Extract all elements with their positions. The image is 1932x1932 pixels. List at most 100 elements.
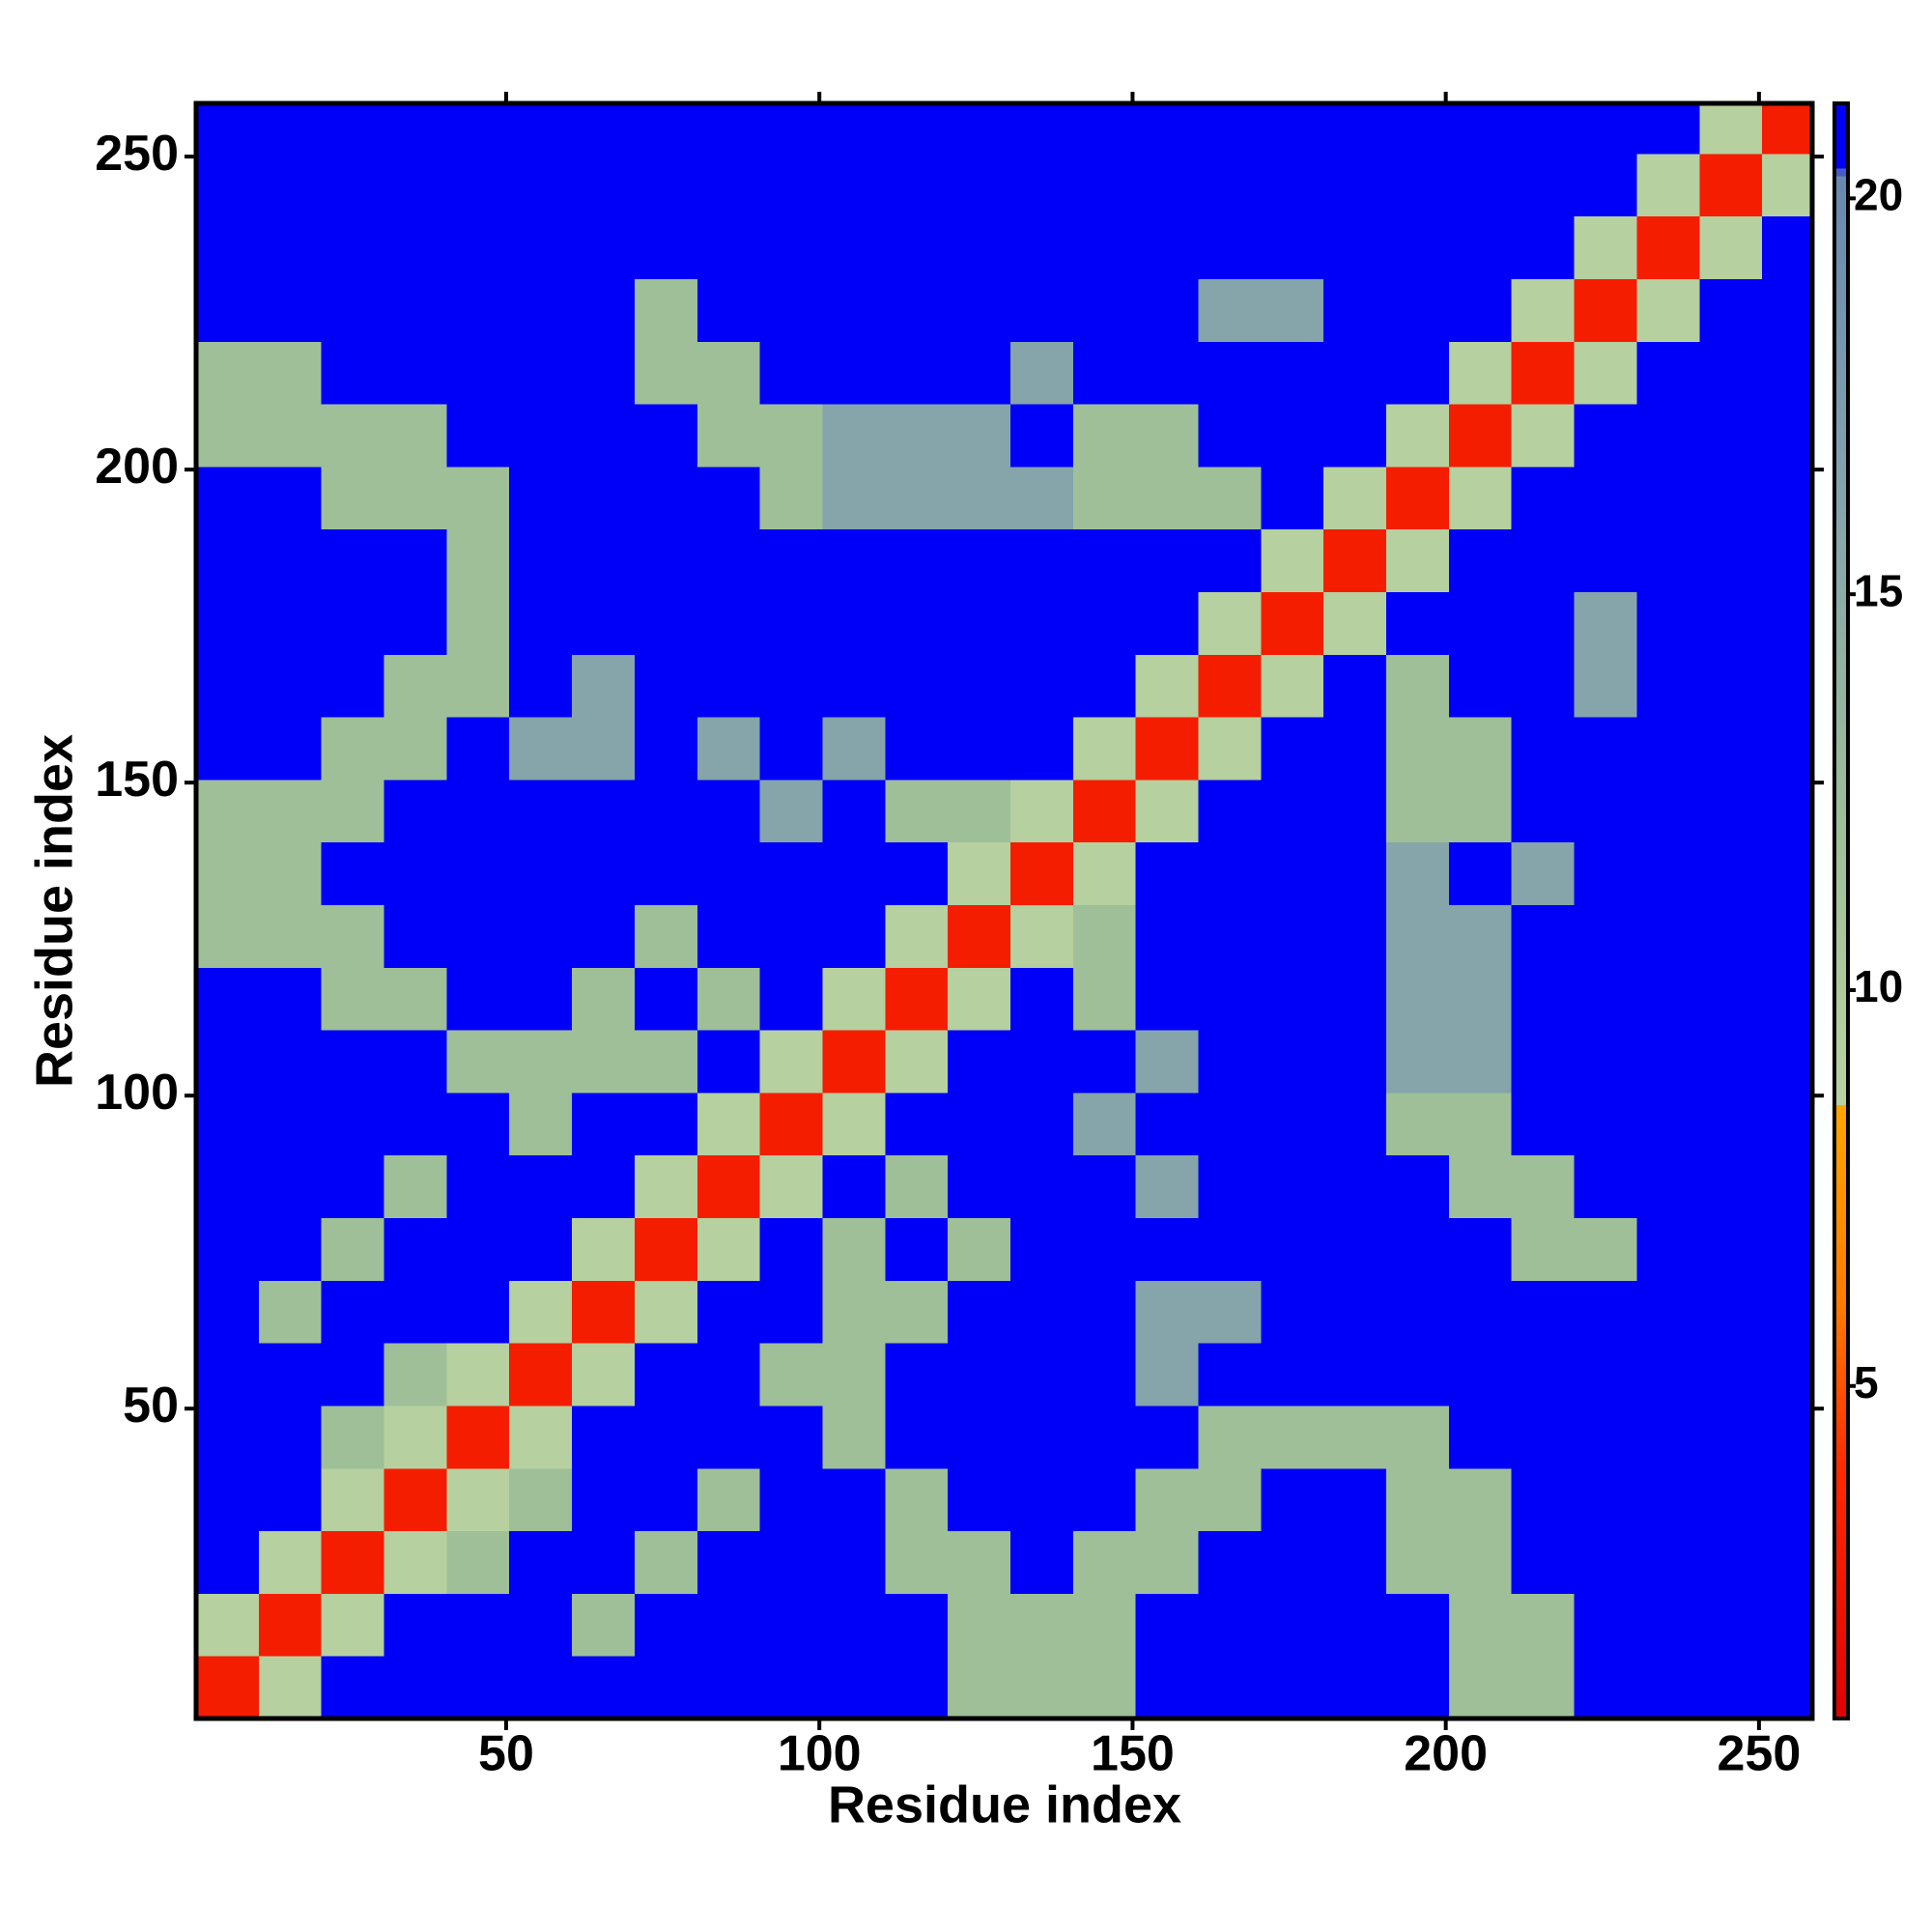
- cell: [1198, 1217, 1262, 1281]
- colorbar-segment: [1834, 1347, 1848, 1356]
- cell: [321, 904, 385, 968]
- cell: [759, 1280, 823, 1344]
- colorbar-segment: [1834, 1428, 1848, 1436]
- colorbar-segment: [1834, 410, 1848, 419]
- cell: [1636, 153, 1700, 217]
- cell: [1386, 528, 1450, 592]
- cell: [885, 591, 949, 655]
- colorbar-segment: [1834, 1452, 1848, 1461]
- cell: [1135, 341, 1200, 405]
- cell: [1009, 528, 1074, 592]
- colorbar-segment: [1834, 1217, 1848, 1227]
- cell: [1511, 841, 1576, 906]
- colorbar-segment: [1834, 1467, 1848, 1477]
- colorbar-segment: [1834, 1113, 1848, 1122]
- cell: [885, 466, 949, 530]
- cell: [1198, 1656, 1262, 1719]
- cell: [696, 779, 761, 843]
- cell: [1323, 591, 1387, 655]
- cell: [1448, 153, 1513, 217]
- cell: [1636, 654, 1700, 718]
- cell: [572, 1593, 636, 1657]
- colorbar-segment: [1834, 369, 1848, 379]
- cell: [1072, 1030, 1137, 1094]
- cell: [759, 717, 823, 781]
- cell: [1198, 841, 1262, 906]
- colorbar-segment: [1834, 1177, 1848, 1186]
- cell: [1009, 1530, 1074, 1594]
- cell: [885, 1530, 949, 1594]
- cell: [1135, 591, 1200, 655]
- cell: [1448, 1217, 1513, 1281]
- colorbar-segment: [1834, 1710, 1848, 1719]
- cell: [1511, 1530, 1576, 1594]
- cell: [1636, 1217, 1700, 1281]
- cell: [446, 103, 510, 155]
- cell: [1511, 1343, 1576, 1406]
- colorbar-segment: [1834, 1209, 1848, 1219]
- colorbar-segment: [1834, 1128, 1848, 1138]
- cell: [1448, 1030, 1513, 1094]
- cell: [1448, 967, 1513, 1031]
- cell: [196, 904, 260, 968]
- cell: [1198, 591, 1262, 655]
- cell: [1323, 841, 1387, 906]
- colorbar-segment: [1834, 241, 1848, 249]
- cell: [1198, 528, 1262, 592]
- cell: [948, 1092, 1011, 1156]
- cell: [634, 153, 698, 217]
- cell: [1636, 591, 1700, 655]
- colorbar-segment: [1834, 611, 1848, 621]
- cell: [196, 1217, 260, 1281]
- colorbar-segment: [1834, 1330, 1848, 1340]
- colorbar-segment: [1834, 152, 1848, 161]
- cell: [759, 466, 823, 530]
- cell: [822, 904, 886, 968]
- cell: [1762, 904, 1813, 968]
- cell: [321, 717, 385, 781]
- colorbar-segment: [1834, 1039, 1848, 1049]
- cell: [885, 528, 949, 592]
- cell: [948, 215, 1011, 279]
- cell: [509, 153, 573, 217]
- colorbar-segment: [1834, 1573, 1848, 1582]
- colorbar-segment: [1834, 1315, 1848, 1323]
- cell: [258, 466, 323, 530]
- cell: [1261, 967, 1324, 1031]
- cell: [1511, 1154, 1576, 1219]
- cell: [948, 1656, 1011, 1719]
- cell: [1072, 341, 1137, 405]
- cell: [572, 1656, 636, 1719]
- cell: [948, 1280, 1011, 1344]
- cell: [1323, 779, 1387, 843]
- cell: [696, 1656, 761, 1719]
- colorbar-segment: [1834, 1686, 1848, 1695]
- colorbar-segment: [1834, 1363, 1848, 1373]
- colorbar-segment: [1834, 1234, 1848, 1243]
- cell: [1386, 967, 1450, 1031]
- cell: [948, 341, 1011, 405]
- cell: [885, 1405, 949, 1469]
- cell: [196, 153, 260, 217]
- cell: [696, 1154, 761, 1219]
- cell: [1574, 1217, 1637, 1281]
- cell: [1261, 404, 1324, 468]
- colorbar-segment: [1834, 587, 1848, 597]
- colorbar-segment: [1834, 289, 1848, 298]
- colorbar-segment: [1834, 547, 1848, 556]
- cell: [1198, 1030, 1262, 1094]
- cell: [1636, 1280, 1700, 1344]
- cell: [1636, 717, 1700, 781]
- cell: [321, 528, 385, 592]
- cell: [948, 654, 1011, 718]
- colorbar-segment: [1834, 248, 1848, 258]
- cell: [384, 1405, 447, 1469]
- cell: [948, 717, 1011, 781]
- cell: [384, 1280, 447, 1344]
- cell: [634, 528, 698, 592]
- cell: [1636, 103, 1700, 155]
- cell: [885, 779, 949, 843]
- cell: [384, 591, 447, 655]
- cell: [1511, 103, 1576, 155]
- cell: [1009, 404, 1074, 468]
